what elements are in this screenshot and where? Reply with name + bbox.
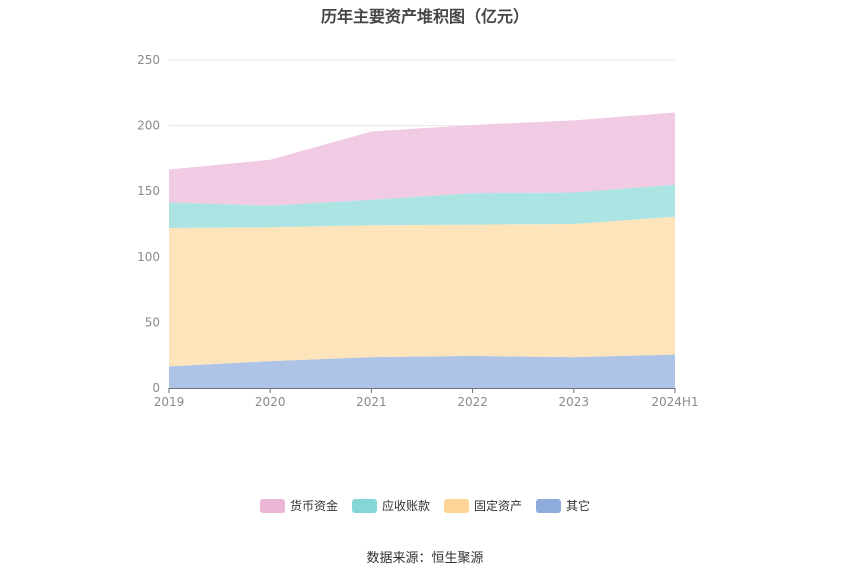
chart-title: 历年主要资产堆积图（亿元） <box>320 7 529 26</box>
legend-label: 固定资产 <box>474 499 523 513</box>
legend-swatch <box>351 498 377 513</box>
legend-label: 其它 <box>566 499 591 513</box>
x-tick-label: 2019 <box>154 395 185 409</box>
x-tick-label: 2023 <box>559 395 590 409</box>
y-tick-label: 0 <box>152 381 160 395</box>
legend-swatch <box>536 498 562 513</box>
legend-swatch <box>259 498 285 513</box>
area-series-0 <box>169 354 675 388</box>
y-tick-label: 250 <box>137 53 160 67</box>
legend-item[interactable]: 固定资产 <box>444 497 522 514</box>
area-series-1 <box>169 216 675 367</box>
y-tick-label: 200 <box>137 119 160 133</box>
y-tick-label: 150 <box>137 184 160 198</box>
x-tick-label: 2024H1 <box>651 395 698 409</box>
x-tick-label: 2020 <box>255 395 286 409</box>
chart-legend: 货币资金 应收账款 固定资产 其它 <box>0 497 850 514</box>
data-source-note: 数据来源：恒生聚源 <box>366 551 484 566</box>
legend-item[interactable]: 应收账款 <box>351 497 430 514</box>
area-series-2 <box>169 184 675 228</box>
y-tick-label: 50 <box>145 315 160 329</box>
legend-item[interactable]: 其它 <box>536 497 590 514</box>
x-tick-label: 2021 <box>356 395 387 409</box>
area-series-3 <box>169 112 675 206</box>
legend-label: 货币资金 <box>289 499 338 513</box>
legend-label: 应收账款 <box>381 499 430 513</box>
y-tick-label: 100 <box>137 250 160 264</box>
legend-item[interactable]: 货币资金 <box>259 497 338 514</box>
x-tick-label: 2022 <box>457 395 488 409</box>
legend-swatch <box>444 498 469 513</box>
